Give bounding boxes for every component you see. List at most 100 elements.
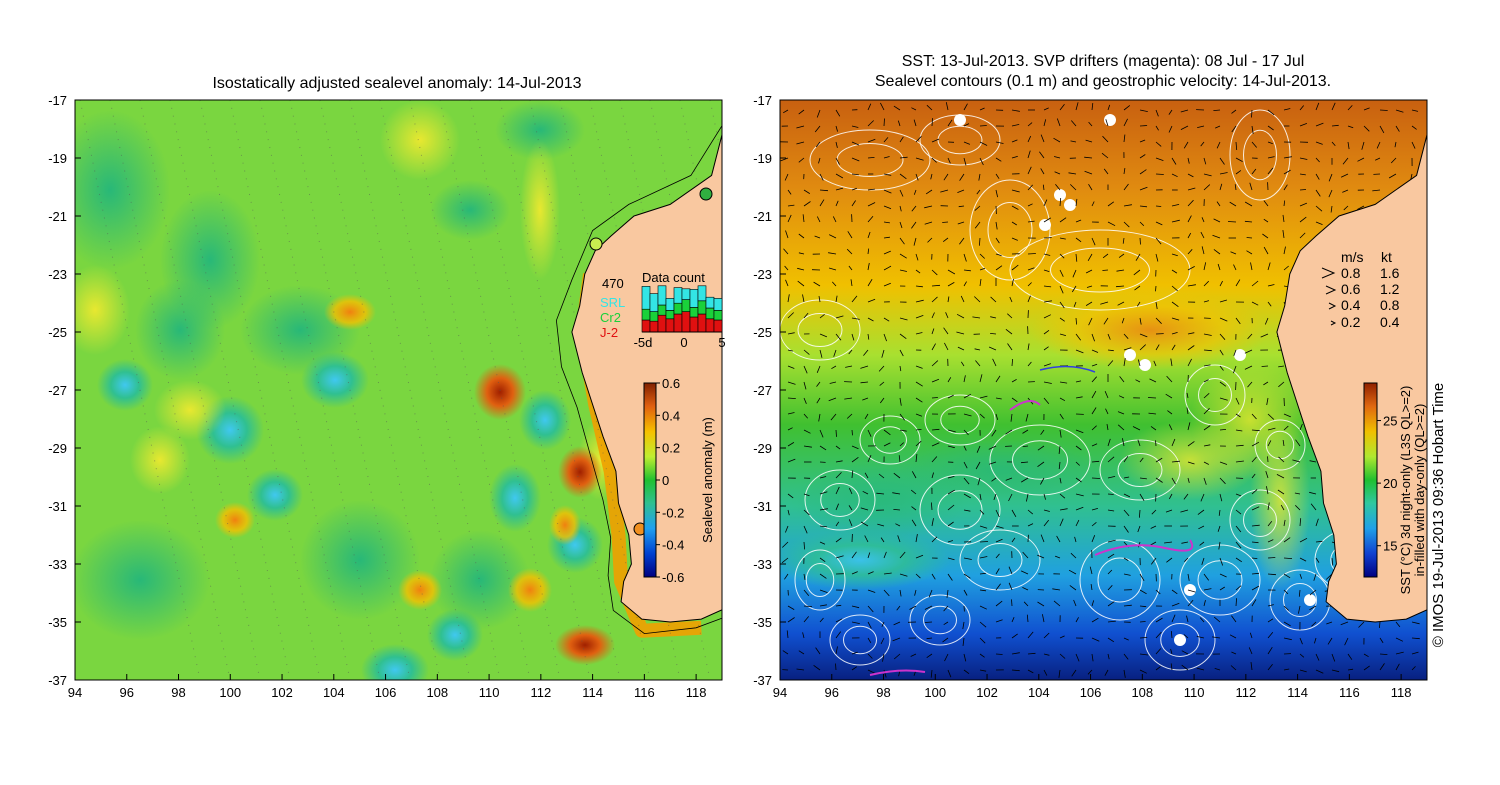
legend-header-kt: kt: [1381, 249, 1392, 265]
lat-tick-label: -25: [48, 325, 67, 340]
lon-tick-label: 102: [976, 685, 998, 700]
lat-tick-label: -17: [753, 93, 772, 108]
count-bar-j2: [682, 312, 690, 332]
count-bar-cr2: [658, 305, 666, 315]
count-bar-cr2: [682, 300, 690, 312]
count-bar-srl: [682, 289, 690, 300]
tide-gauge-marker: [700, 188, 712, 200]
anomaly-eddy: [324, 294, 376, 330]
cloud-patch: [1064, 199, 1076, 211]
count-bar-srl: [666, 298, 674, 310]
anomaly-eddy: [130, 426, 190, 494]
velocity-vector: [1156, 174, 1164, 175]
lon-tick-label: 100: [219, 685, 241, 700]
count-bar-j2: [698, 314, 706, 332]
cloud-patch: [1124, 349, 1136, 361]
anomaly-eddy: [301, 352, 369, 408]
count-bar-j2: [666, 319, 674, 332]
sla-colorbar-ramp: [644, 383, 656, 577]
count-bar-cr2: [650, 312, 658, 322]
anomaly-eddy: [135, 280, 225, 380]
velocity-vector: [1092, 478, 1100, 479]
count-bar-j2: [650, 321, 658, 332]
lat-tick-label: -21: [753, 209, 772, 224]
lat-tick-label: -19: [48, 151, 67, 166]
sst-feature: [900, 440, 1100, 500]
velocity-vector: [1108, 494, 1114, 495]
anomaly-eddy: [520, 140, 560, 280]
lon-tick-label: 104: [1028, 685, 1050, 700]
lat-tick-label: -33: [753, 557, 772, 572]
legend-speed-kt: 0.8: [1380, 297, 1400, 313]
sst-map: m/s kt 0.8 1.6 0.6 1.2 0.4 0.8 0.2 0.4: [770, 100, 1440, 680]
sst-colorbar-tick-label: 25: [1383, 414, 1397, 429]
lon-tick-label: 118: [1391, 685, 1412, 700]
anomaly-eddy: [398, 570, 442, 610]
velocity-vector: [996, 654, 1003, 655]
lat-tick-label: -33: [48, 557, 67, 572]
legend-header-ms: m/s: [1341, 249, 1364, 265]
lon-tick-label: 110: [479, 685, 500, 700]
lon-tick-label: 100: [924, 685, 946, 700]
velocity-vector: [1028, 254, 1036, 255]
count-bar-srl: [650, 294, 658, 312]
sst-colorbar-tick-label: 20: [1383, 476, 1397, 491]
velocity-vector: [932, 398, 938, 399]
count-bar-cr2: [690, 307, 698, 317]
velocity-vector: [942, 222, 948, 223]
anomaly-eddy: [508, 568, 552, 612]
lat-tick-label: -25: [753, 325, 772, 340]
sla-colorbar-tick-label: 0.2: [662, 441, 680, 456]
count-bar-j2: [690, 317, 698, 332]
velocity-vector: [1102, 270, 1108, 271]
legend-cr2: Cr2: [600, 310, 621, 325]
lon-tick-label: 98: [171, 685, 185, 700]
count-bar-srl: [642, 286, 650, 309]
anomaly-eddy: [519, 390, 571, 450]
cloud-patch: [1139, 359, 1151, 371]
velocity-vector: [1247, 238, 1252, 239]
sealevel-anomaly-map: [50, 100, 830, 696]
lat-tick-label: -17: [48, 93, 67, 108]
velocity-vector: [1268, 456, 1269, 462]
count-bar-j2: [714, 320, 722, 332]
count-bar-cr2: [666, 310, 674, 318]
sst-feature: [770, 530, 950, 590]
count-bar-cr2: [714, 310, 722, 320]
lon-tick-label: 106: [375, 685, 397, 700]
lat-tick-label: -27: [753, 383, 772, 398]
count-bar-j2: [642, 320, 650, 332]
anomaly-eddy: [300, 500, 420, 620]
anomaly-eddy: [70, 520, 210, 640]
lon-tick-label: 116: [1339, 685, 1360, 700]
count-bar-cr2: [642, 309, 650, 320]
count-bar-srl: [706, 297, 714, 308]
lon-tick-label: 112: [530, 685, 551, 700]
lon-tick-label: 102: [271, 685, 293, 700]
cloud-patch: [1304, 594, 1316, 606]
legend-speed-ms: 0.6: [1341, 281, 1361, 297]
lon-tick-label: 118: [686, 685, 707, 700]
velocity-vector: [1012, 599, 1013, 606]
count-bar-j2: [658, 315, 666, 332]
lat-tick-label: -35: [753, 615, 772, 630]
velocity-vector: [1156, 206, 1161, 207]
anomaly-eddy: [549, 505, 581, 545]
anomaly-eddy: [247, 469, 303, 521]
sst-feature: [1250, 410, 1310, 590]
cloud-patch: [954, 114, 966, 126]
legend-speed-kt: 1.6: [1380, 265, 1400, 281]
sst-feature: [1030, 290, 1270, 370]
count-tick-label: 0: [680, 335, 687, 350]
lat-tick-label: -35: [48, 615, 67, 630]
anomaly-eddy: [489, 464, 541, 532]
sst-colorbar-ramp: [1364, 383, 1377, 577]
sla-colorbar-tick-label: -0.4: [662, 538, 684, 553]
count-bar-srl: [690, 289, 698, 307]
sst-feature: [1120, 420, 1260, 500]
lon-tick-label: 106: [1080, 685, 1102, 700]
sst-colorbar-tick-label: 15: [1383, 539, 1397, 554]
lat-tick-label: -23: [48, 267, 67, 282]
count-bar-cr2: [674, 303, 682, 314]
